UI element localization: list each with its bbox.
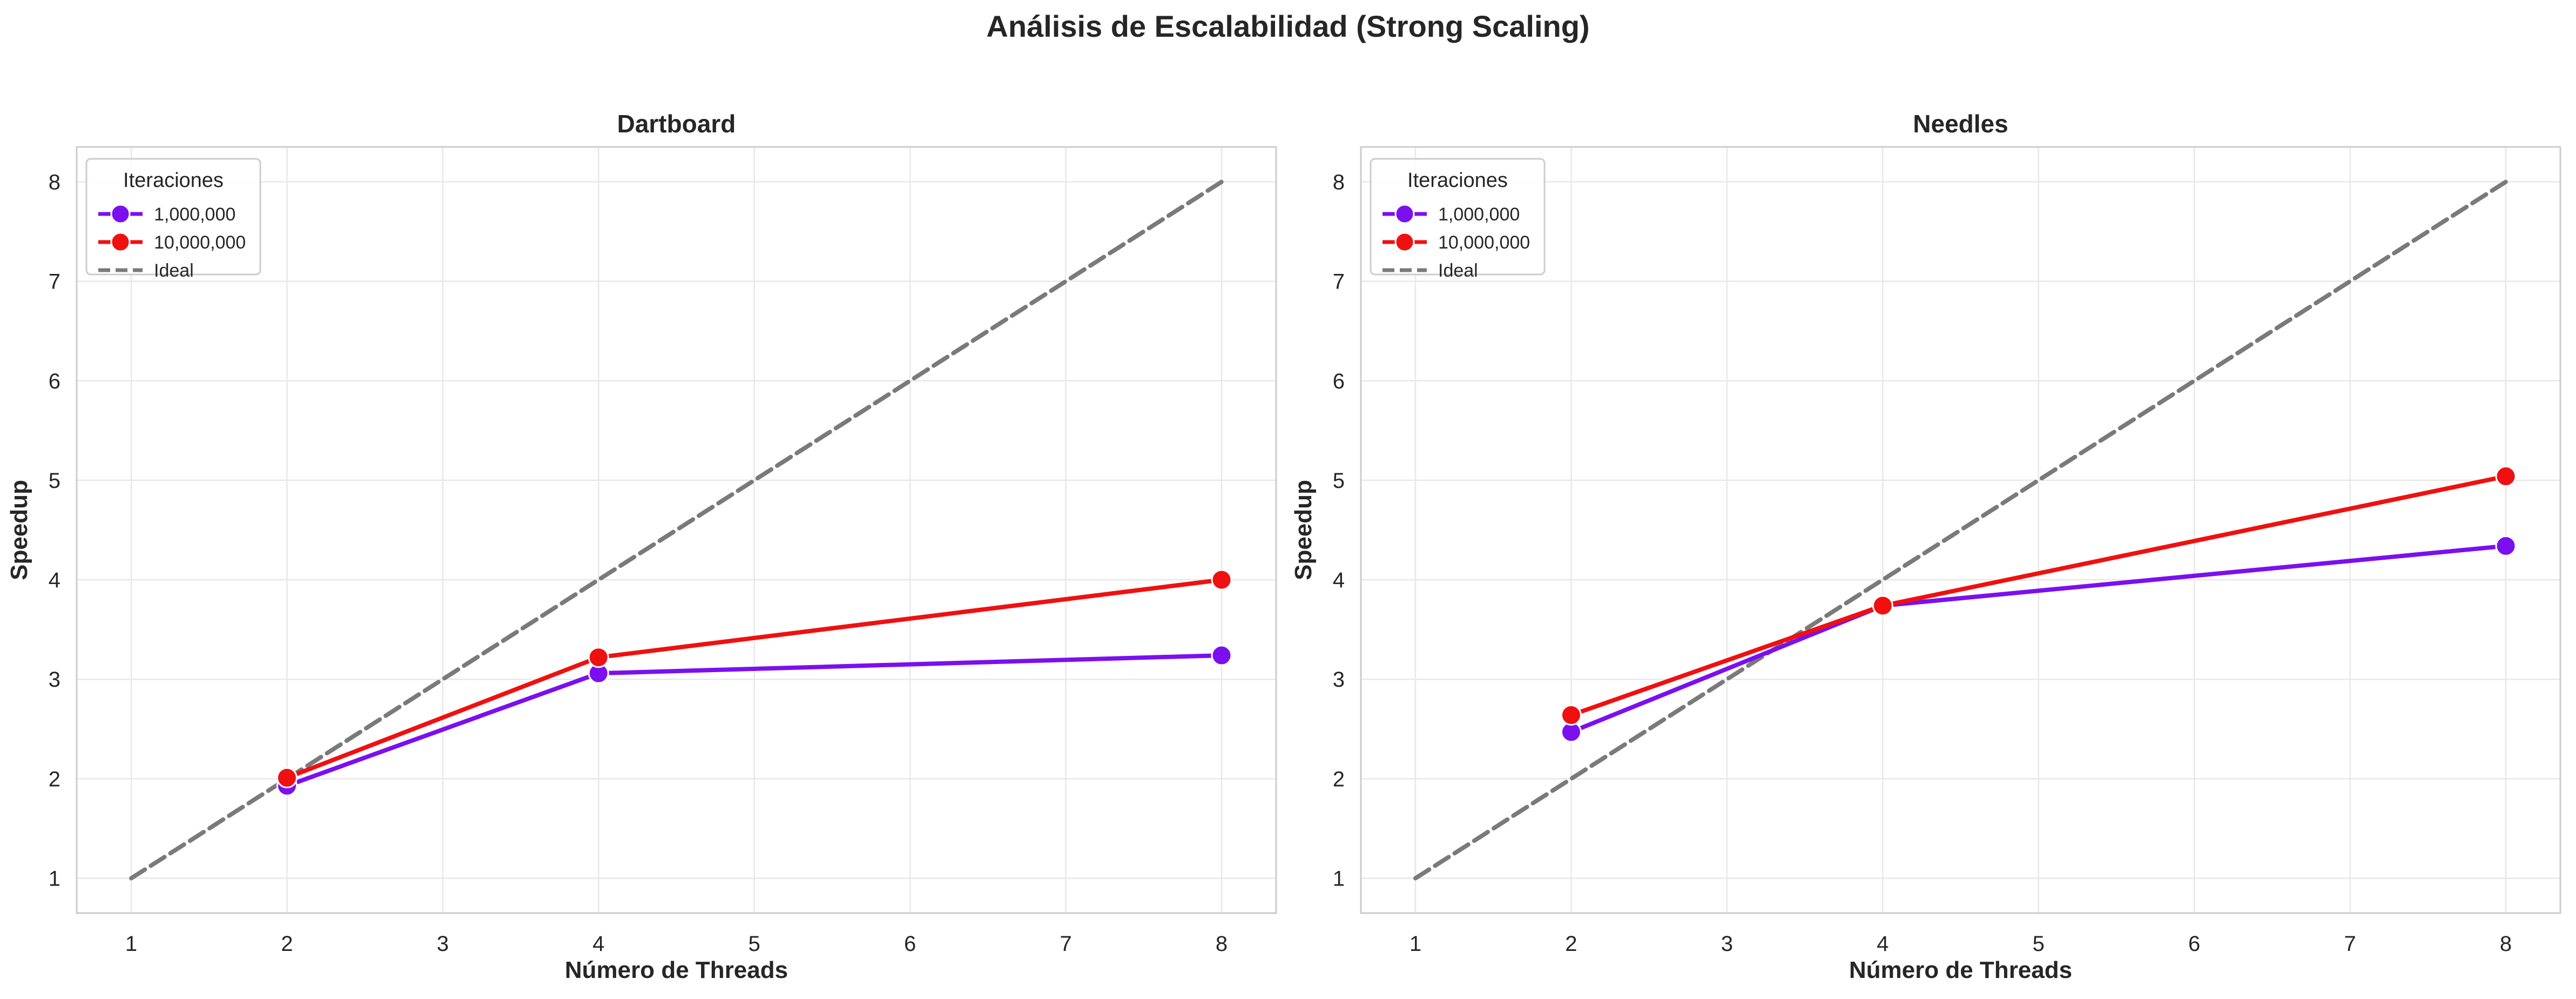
x-tick-label: 7 bbox=[2344, 932, 2356, 956]
y-tick-label: 8 bbox=[49, 170, 60, 194]
x-axis-label: Número de Threads bbox=[565, 957, 788, 983]
y-tick-label: 1 bbox=[49, 867, 60, 891]
y-tick-label: 5 bbox=[1333, 469, 1345, 493]
legend-item-label: 1,000,000 bbox=[1438, 204, 1520, 225]
data-point bbox=[588, 647, 609, 668]
legend-swatch-marker bbox=[110, 232, 131, 252]
x-axis-label: Número de Threads bbox=[1849, 957, 2072, 983]
data-point bbox=[1872, 595, 1893, 616]
legend-box bbox=[1370, 158, 1546, 276]
x-tick-label: 3 bbox=[1721, 932, 1733, 956]
x-tick-label: 2 bbox=[281, 932, 293, 956]
x-tick-label: 3 bbox=[437, 932, 449, 956]
y-tick-label: 1 bbox=[1333, 867, 1345, 891]
y-tick-label: 7 bbox=[1333, 270, 1345, 294]
y-tick-label: 6 bbox=[49, 370, 60, 393]
x-tick-label: 5 bbox=[748, 932, 760, 956]
legend-item-label: 10,000,000 bbox=[154, 232, 246, 253]
y-tick-label: 3 bbox=[1333, 668, 1345, 692]
x-tick-label: 2 bbox=[1565, 932, 1577, 956]
plot-frame bbox=[76, 146, 1277, 914]
y-tick-label: 2 bbox=[49, 767, 60, 791]
y-tick-label: 3 bbox=[49, 668, 60, 692]
y-axis-label: Speedup bbox=[1290, 480, 1317, 580]
chart-title: Needles bbox=[1913, 110, 2008, 138]
y-tick-label: 4 bbox=[1333, 568, 1345, 592]
chart-title: Dartboard bbox=[617, 110, 736, 138]
needles-chart: 1 2 3 4 5 6 7 8 1 2 3 4 5 6 7 8 Needles Número de Threads… bbox=[1290, 110, 2561, 983]
legend-item-label: 1,000,000 bbox=[154, 204, 235, 225]
legend-swatch-marker bbox=[1394, 232, 1415, 252]
data-point bbox=[2495, 535, 2517, 557]
x-tick-label: 4 bbox=[1877, 932, 1889, 956]
ideal-line bbox=[1413, 179, 2508, 881]
data-point bbox=[1211, 569, 1232, 591]
legend-swatch-marker bbox=[1394, 204, 1415, 224]
x-tick-label: 5 bbox=[2033, 932, 2045, 956]
y-axis-label: Speedup bbox=[6, 480, 32, 580]
ideal-line bbox=[129, 179, 1224, 881]
legend-title: Iteraciones bbox=[123, 169, 224, 192]
x-tick-label: 4 bbox=[592, 932, 604, 956]
legend-swatch-marker bbox=[110, 204, 131, 224]
legend-item-label: Ideal bbox=[154, 260, 194, 281]
y-tick-label: 4 bbox=[49, 568, 60, 592]
data-point bbox=[1211, 645, 1232, 666]
y-tick-label: 2 bbox=[1333, 767, 1345, 791]
x-tick-label: 1 bbox=[1410, 932, 1421, 956]
x-tick-label: 6 bbox=[904, 932, 916, 956]
data-point bbox=[1560, 705, 1582, 726]
dartboard-chart: 1 2 3 4 5 6 7 8 1 2 3 4 5 6 7 8 Dartboard Número de Threa… bbox=[6, 110, 1277, 983]
plot-frame bbox=[1360, 146, 2561, 914]
x-tick-label: 8 bbox=[1216, 932, 1228, 956]
data-point bbox=[276, 767, 298, 789]
figure-title: Análisis de Escalabilidad (Strong Scalin… bbox=[986, 9, 1589, 43]
y-tick-label: 5 bbox=[49, 469, 60, 493]
x-tick-label: 1 bbox=[125, 932, 137, 956]
legend-item-label: Ideal bbox=[1438, 260, 1478, 281]
legend-title: Iteraciones bbox=[1407, 169, 1508, 192]
y-tick-label: 6 bbox=[1333, 370, 1345, 393]
y-tick-label: 7 bbox=[49, 270, 60, 294]
legend-item-label: 10,000,000 bbox=[1438, 232, 1530, 253]
x-tick-label: 8 bbox=[2500, 932, 2512, 956]
x-tick-label: 7 bbox=[1060, 932, 1071, 956]
data-point bbox=[2495, 466, 2517, 487]
x-tick-label: 6 bbox=[2188, 932, 2200, 956]
y-tick-label: 8 bbox=[1333, 170, 1345, 194]
legend-box bbox=[85, 158, 261, 276]
